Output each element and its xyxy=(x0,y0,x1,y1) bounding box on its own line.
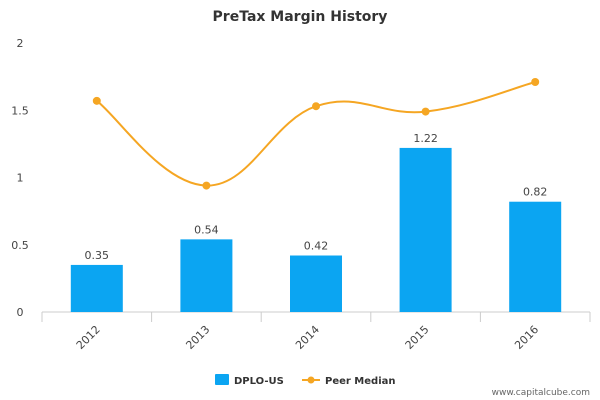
legend-swatch-dplo xyxy=(215,374,229,385)
x-tick-label: 2014 xyxy=(293,323,322,352)
bar xyxy=(70,264,123,312)
bar-data-label: 0.35 xyxy=(85,249,110,262)
x-tick-label: 2015 xyxy=(403,323,432,352)
line-series xyxy=(92,78,540,190)
bar-data-label: 0.42 xyxy=(304,240,329,253)
peer-median-point xyxy=(202,181,211,190)
y-tick-label: 0.5 xyxy=(11,239,29,252)
watermark: www.capitalcube.com xyxy=(492,388,590,398)
peer-median-point xyxy=(92,96,101,105)
bar xyxy=(290,255,342,312)
x-tick-label: 2012 xyxy=(74,323,103,352)
y-tick-label: 1.5 xyxy=(11,104,29,117)
peer-median-line xyxy=(96,81,536,187)
x-tick-label: 2013 xyxy=(183,323,212,352)
bar xyxy=(180,239,233,312)
peer-median-point xyxy=(421,107,430,116)
y-tick-label: 0 xyxy=(17,306,24,319)
x-axis: 2012 2013 2014 2015 2016 xyxy=(41,311,591,352)
bar xyxy=(509,201,562,312)
legend-label-peer: Peer Median xyxy=(325,376,396,387)
y-axis: 0 0.5 1 1.5 2 xyxy=(11,37,29,319)
peer-median-point xyxy=(312,102,320,111)
bar-series xyxy=(70,147,562,312)
bar-data-label: 1.22 xyxy=(413,132,438,145)
bar-data-labels: 0.35 0.54 0.42 1.22 0.82 xyxy=(85,132,548,262)
peer-median-point xyxy=(531,78,540,87)
y-tick-label: 2 xyxy=(17,37,24,50)
bar-data-label: 0.82 xyxy=(523,186,548,199)
legend-label-dplo: DPLO-US xyxy=(234,376,284,387)
bar xyxy=(399,147,452,312)
y-tick-label: 1 xyxy=(17,172,24,185)
chart-title: PreTax Margin History xyxy=(213,9,388,25)
legend-marker-peer xyxy=(307,376,315,384)
bar-data-label: 0.54 xyxy=(194,223,219,236)
x-tick-label: 2016 xyxy=(512,323,541,352)
legend: DPLO-US Peer Median xyxy=(215,374,396,387)
